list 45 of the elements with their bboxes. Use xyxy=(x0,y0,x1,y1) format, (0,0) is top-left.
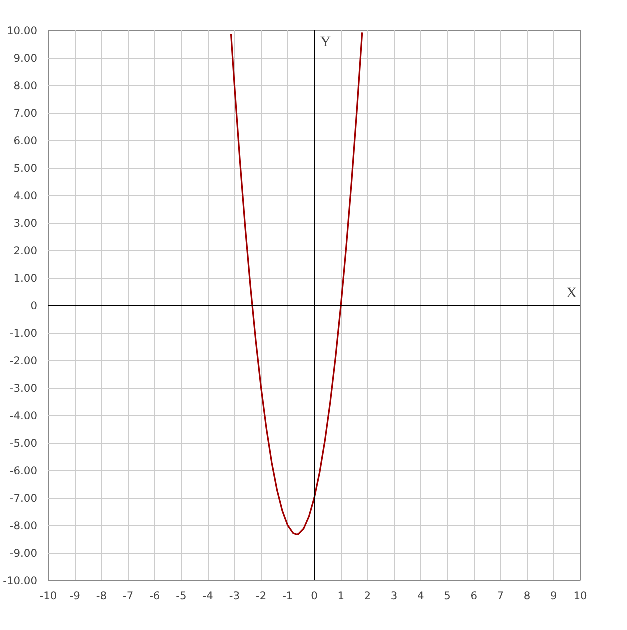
x-tick-label: 1 xyxy=(338,590,344,602)
x-tick-label: -8 xyxy=(96,590,108,602)
x-tick-label: -3 xyxy=(229,590,240,602)
x-tick-label: 0 xyxy=(311,590,318,602)
y-tick-label: 10.00 xyxy=(6,24,38,38)
y-tick-label: 7.00 xyxy=(14,107,38,120)
y-tick-label: -10.00 xyxy=(3,574,38,588)
x-tick-label: -4 xyxy=(202,590,214,602)
y-tick-label: 0 xyxy=(30,300,38,312)
x-tick-label: -10 xyxy=(40,590,58,602)
y-tick-label: 2.00 xyxy=(14,244,38,258)
x-tick-label: 8 xyxy=(524,590,531,602)
y-tick-label: -3.00 xyxy=(10,382,38,395)
x-tick-label: -7 xyxy=(122,590,134,602)
y-axis-title: Y xyxy=(320,34,332,50)
y-tick-label: -5.00 xyxy=(10,437,38,450)
y-tick-label: 8.00 xyxy=(14,80,38,92)
x-tick-label: -9 xyxy=(70,590,81,602)
y-tick-label: -9.00 xyxy=(10,547,38,560)
y-tick-label: 3.00 xyxy=(14,217,38,230)
line-series xyxy=(230,32,364,536)
y-tick-label: -2.00 xyxy=(10,354,38,368)
y-tick-label: -4.00 xyxy=(10,410,38,422)
y-tick-label: -1.00 xyxy=(10,327,38,340)
x-tick-label: 10 xyxy=(574,590,588,602)
x-tick-label: 9 xyxy=(550,590,558,602)
y-tick-label: -6.00 xyxy=(10,464,38,478)
x-tick-label: 6 xyxy=(470,590,478,602)
y-tick-label: 1.00 xyxy=(14,272,38,285)
x-axis-title: X xyxy=(566,286,578,302)
x-tick-label: 7 xyxy=(497,590,504,602)
y-tick-label: 4.00 xyxy=(14,190,38,202)
y-tick-label: -7.00 xyxy=(10,492,38,505)
x-tick-label: -2 xyxy=(256,590,267,602)
y-tick-label: -8.00 xyxy=(10,520,38,532)
x-tick-label: 4 xyxy=(418,590,425,602)
x-tick-label: 3 xyxy=(390,590,398,602)
y-tick-label: 6.00 xyxy=(14,134,38,148)
x-tick-label: -6 xyxy=(150,590,160,602)
x-tick-label: -5 xyxy=(176,590,187,602)
x-tick-label: -1 xyxy=(282,590,294,602)
x-tick-label: 5 xyxy=(444,590,451,602)
y-tick-label: 9.00 xyxy=(14,52,38,65)
x-tick-label: 2 xyxy=(364,590,372,602)
y-tick-label: 5.00 xyxy=(14,162,38,175)
